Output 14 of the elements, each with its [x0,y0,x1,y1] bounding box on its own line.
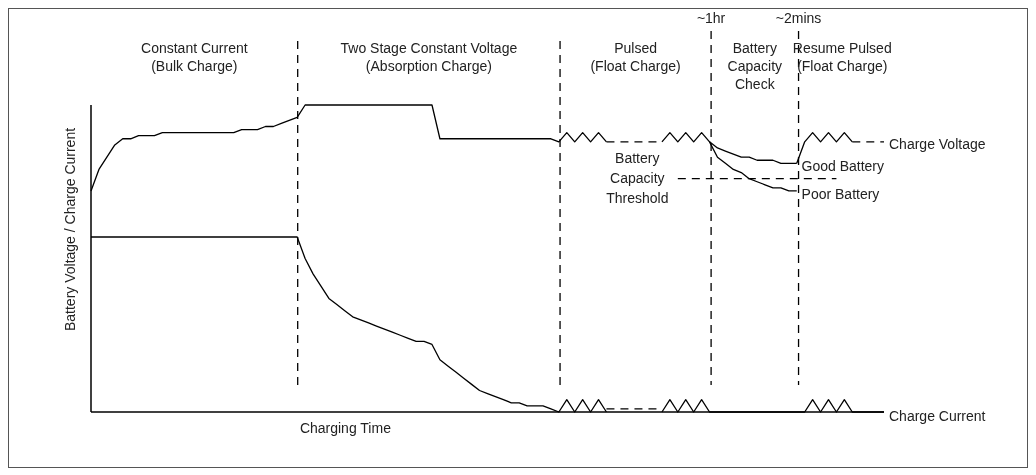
x-axis-title: Charging Time [299,420,392,436]
series-label: Charge Voltage [889,135,986,152]
series-label: Good Battery [801,157,885,174]
text: ~2mins [775,9,822,26]
text: ~1hr [696,9,726,26]
text: Resume Pulsed (Float Charge) [792,39,892,74]
text: Constant Current (Bulk Charge) [141,39,248,74]
text: Battery Capacity Check [727,39,783,92]
text: Two Stage Constant Voltage (Absorption Charge) [340,39,518,74]
text: Pulsed (Float Charge) [590,39,681,74]
series-label: Charge Current [889,407,986,424]
series-label: Poor Battery [801,185,880,202]
y-axis-title: Battery Voltage / Charge Current [62,127,78,332]
series-label: Battery Capacity Threshold [606,149,669,206]
